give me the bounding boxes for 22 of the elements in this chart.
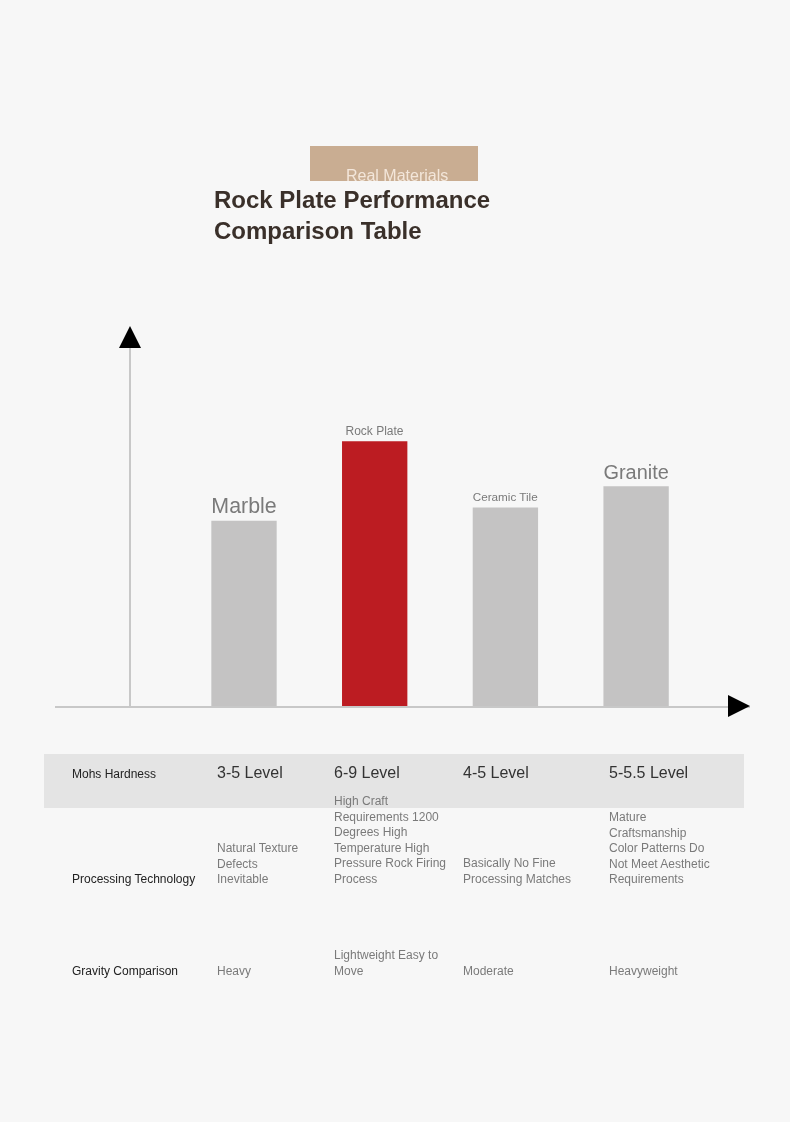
bar (342, 441, 408, 706)
x-tick-label: Granite (603, 460, 669, 483)
text: Processing Technology (72, 872, 196, 886)
x-tick-label: Ceramic Tile (472, 490, 538, 504)
text: Real Materials (346, 167, 449, 184)
text: Mohs Hardness (72, 767, 157, 781)
text: 4-5 Level (463, 764, 529, 781)
text: Gravity Comparison (72, 964, 179, 978)
text: Heavyweight (609, 964, 679, 978)
text: 6-9 Level (334, 764, 400, 781)
text: Heavy (217, 964, 252, 978)
text: Moderate (463, 964, 515, 978)
chart-title: Rock Plate Performance Comparison Table (214, 186, 491, 245)
x-tick-label: Marble (211, 493, 277, 518)
text: Lightweight Easy to Move (334, 948, 439, 978)
x-tick-label: Rock Plate (345, 424, 404, 439)
text: Basically No Fine Processing Matches (463, 856, 572, 886)
text: Natural Texture Defects Inevitable (217, 841, 299, 887)
text: 3-5 Level (217, 764, 283, 781)
text: High Craft Requirements 1200 Degrees High Temperature High Pressure Rock Firing Process (334, 794, 447, 886)
text: Mature Craftsmanship Color Patterns Do Not Meet Aesthetic Requirements (609, 810, 710, 887)
text: 5-5.5 Level (609, 764, 689, 781)
